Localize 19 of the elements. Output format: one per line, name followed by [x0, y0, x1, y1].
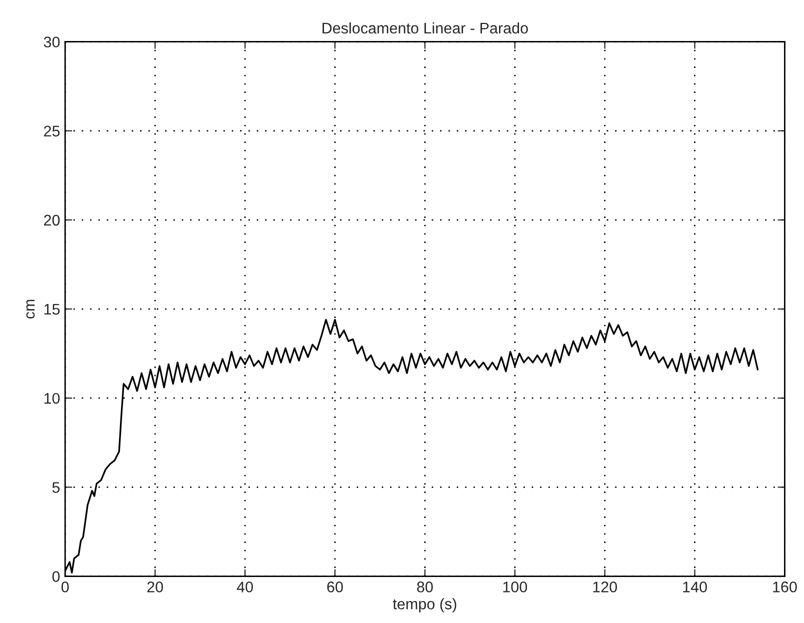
- y-tick-label: 25: [44, 126, 60, 137]
- y-tick-label: 0: [52, 571, 60, 582]
- y-tick-label: 5: [52, 482, 60, 493]
- x-tick-label: 20: [147, 582, 163, 592]
- x-tick-label: 0: [61, 582, 69, 592]
- x-tick-label: 120: [593, 582, 617, 592]
- x-tick-label: 160: [773, 582, 797, 592]
- x-tick-label: 140: [683, 582, 707, 592]
- x-tick-label: 40: [236, 582, 253, 592]
- x-tick-label: 60: [327, 582, 343, 592]
- x-tick-label: 80: [417, 582, 433, 592]
- y-tick-label: 10: [44, 392, 60, 404]
- chart-title: Deslocamento Linear - Parado: [322, 22, 528, 34]
- x-tick-label: 100: [503, 582, 528, 592]
- y-tick-label: 15: [44, 304, 60, 315]
- y-axis-title: cm: [26, 300, 35, 319]
- y-tick-label: 20: [44, 214, 60, 226]
- y-tick-label: 30: [44, 36, 60, 48]
- x-axis-title: tempo (s): [392, 598, 456, 612]
